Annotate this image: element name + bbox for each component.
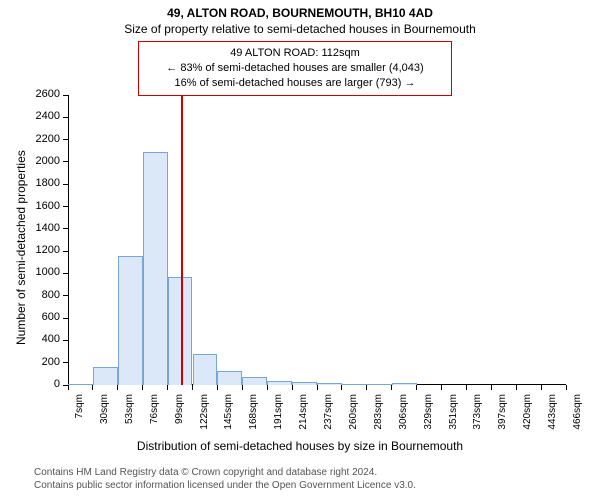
title-main: 49, ALTON ROAD, BOURNEMOUTH, BH10 4AD: [0, 6, 600, 20]
x-tick-label: 466sqm: [572, 394, 583, 444]
y-axis-label: Number of semi-detached properties: [14, 150, 28, 345]
x-tick: [566, 385, 567, 390]
histogram-bar: [68, 384, 93, 385]
y-tick: [63, 228, 68, 229]
footer-line1: Contains HM Land Registry data © Crown c…: [34, 467, 416, 480]
x-tick: [341, 385, 342, 390]
x-tick: [391, 385, 392, 390]
histogram-bar: [193, 354, 218, 385]
y-tick: [63, 139, 68, 140]
x-tick-label: 237sqm: [323, 394, 334, 444]
y-tick: [63, 362, 68, 363]
histogram-bar: [292, 382, 317, 385]
x-tick-label: 283sqm: [373, 394, 384, 444]
x-tick: [317, 385, 318, 390]
x-tick-label: 99sqm: [174, 394, 185, 444]
histogram-bar: [143, 152, 168, 385]
x-tick-label: 7sqm: [74, 394, 85, 444]
x-tick-label: 351sqm: [448, 394, 459, 444]
y-tick: [63, 295, 68, 296]
marker-line: [181, 95, 183, 385]
y-tick-label: 2000: [24, 155, 60, 167]
x-tick: [416, 385, 417, 390]
x-tick: [292, 385, 293, 390]
x-tick: [491, 385, 492, 390]
x-tick: [466, 385, 467, 390]
histogram-bar: [93, 367, 118, 385]
y-tick: [63, 251, 68, 252]
x-tick-label: 122sqm: [199, 394, 210, 444]
x-tick-label: 373sqm: [472, 394, 483, 444]
histogram-bar: [242, 377, 267, 385]
x-axis-label: Distribution of semi-detached houses by …: [0, 439, 600, 453]
annotation-line3: 16% of semi-detached houses are larger (…: [145, 76, 445, 91]
y-tick-label: 1200: [24, 244, 60, 256]
x-tick-label: 168sqm: [248, 394, 259, 444]
x-tick: [541, 385, 542, 390]
histogram-bar: [217, 371, 242, 385]
y-tick: [63, 273, 68, 274]
y-tick-label: 2400: [24, 110, 60, 122]
annotation-line1: 49 ALTON ROAD: 112sqm: [145, 46, 445, 61]
x-tick: [167, 385, 168, 390]
chart-container: 49, ALTON ROAD, BOURNEMOUTH, BH10 4AD Si…: [0, 0, 600, 500]
x-tick-label: 30sqm: [99, 394, 110, 444]
x-tick: [366, 385, 367, 390]
x-tick: [142, 385, 143, 390]
x-tick: [242, 385, 243, 390]
x-tick-label: 329sqm: [423, 394, 434, 444]
y-tick: [63, 206, 68, 207]
x-tick-label: 306sqm: [398, 394, 409, 444]
title-sub: Size of property relative to semi-detach…: [0, 22, 600, 36]
y-tick: [63, 340, 68, 341]
y-tick-label: 800: [24, 289, 60, 301]
histogram-bar: [367, 384, 392, 385]
y-tick-label: 0: [24, 378, 60, 390]
plot-area: 0200400600800100012001400160018002000220…: [68, 95, 566, 385]
x-tick-label: 214sqm: [298, 394, 309, 444]
x-tick: [516, 385, 517, 390]
histogram-bar: [342, 384, 367, 385]
y-tick: [63, 117, 68, 118]
y-tick-label: 2200: [24, 133, 60, 145]
y-tick-label: 1400: [24, 222, 60, 234]
histogram-bar: [392, 383, 417, 385]
footer-line2: Contains public sector information licen…: [34, 480, 416, 493]
y-tick-label: 1800: [24, 177, 60, 189]
y-tick-label: 2600: [24, 88, 60, 100]
y-tick: [63, 95, 68, 96]
y-axis: [68, 95, 69, 385]
x-tick-label: 443sqm: [547, 394, 558, 444]
x-tick-label: 145sqm: [223, 394, 234, 444]
x-tick: [267, 385, 268, 390]
x-tick-label: 76sqm: [149, 394, 160, 444]
x-tick: [68, 385, 69, 390]
histogram-bar: [118, 256, 143, 385]
y-tick: [63, 318, 68, 319]
x-tick: [217, 385, 218, 390]
y-tick-label: 1600: [24, 200, 60, 212]
histogram-bar: [267, 381, 292, 385]
x-tick: [192, 385, 193, 390]
x-tick: [117, 385, 118, 390]
x-tick-label: 420sqm: [522, 394, 533, 444]
y-tick-label: 400: [24, 333, 60, 345]
x-tick: [92, 385, 93, 390]
footer-text: Contains HM Land Registry data © Crown c…: [34, 467, 416, 492]
y-tick-label: 200: [24, 356, 60, 368]
x-tick-label: 260sqm: [348, 394, 359, 444]
annotation-box: 49 ALTON ROAD: 112sqm ← 83% of semi-deta…: [138, 41, 452, 96]
x-tick-label: 53sqm: [124, 394, 135, 444]
x-tick-label: 397sqm: [497, 394, 508, 444]
y-tick-label: 600: [24, 311, 60, 323]
y-tick: [63, 161, 68, 162]
y-tick: [63, 184, 68, 185]
y-tick-label: 1000: [24, 266, 60, 278]
histogram-bar: [317, 383, 342, 385]
x-tick: [441, 385, 442, 390]
x-tick-label: 191sqm: [273, 394, 284, 444]
annotation-line2: ← 83% of semi-detached houses are smalle…: [145, 61, 445, 76]
